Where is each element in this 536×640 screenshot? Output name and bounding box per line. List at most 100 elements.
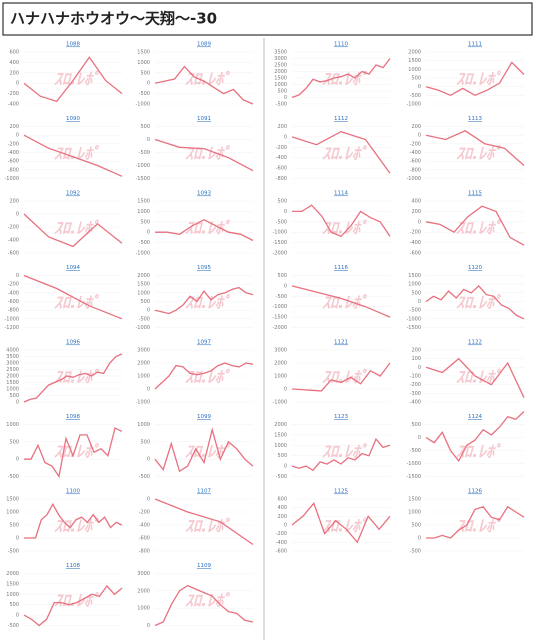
- y-tick-label: -600: [8, 299, 19, 305]
- y-tick-label: 0: [147, 230, 150, 236]
- y-tick-label: -800: [276, 176, 287, 182]
- y-tick-label: 500: [411, 422, 421, 428]
- y-tick-label: -200: [410, 382, 421, 388]
- series-line: [154, 65, 254, 105]
- series-line: [154, 427, 254, 473]
- y-tick-label: 200: [411, 209, 421, 215]
- y-tick-label: 3000: [137, 571, 150, 577]
- page-title: ハナハナホウオウ～天翔～-30: [10, 10, 217, 28]
- y-tick-label: -200: [276, 145, 287, 151]
- y-tick-label: -1000: [135, 325, 150, 331]
- y-tick-label: -1000: [135, 251, 150, 257]
- y-tick-label: 3000: [137, 348, 150, 354]
- y-tick-label: 500: [411, 290, 421, 296]
- chart-title: 1090: [66, 116, 80, 122]
- y-tick-label: 0: [147, 497, 150, 503]
- y-tick-label: 2000: [6, 374, 19, 380]
- y-tick-label: 2500: [274, 63, 287, 69]
- y-tick-label: 0: [147, 308, 150, 314]
- y-tick-label: 3500: [6, 354, 19, 360]
- y-tick-label: -400: [276, 540, 287, 546]
- y-tick-label: -600: [410, 159, 421, 165]
- y-tick-label: 1000: [137, 606, 150, 612]
- y-tick-label: 4000: [6, 348, 19, 354]
- y-tick-label: 1500: [6, 581, 19, 587]
- y-tick-label: -2000: [272, 325, 287, 331]
- y-tick-label: 0: [147, 387, 150, 393]
- y-tick-label: -600: [139, 536, 150, 542]
- y-tick-label: 1000: [137, 290, 150, 296]
- y-tick-label: 0: [284, 283, 287, 289]
- y-tick-label: 100: [411, 356, 421, 362]
- chart-title: 1111: [468, 42, 482, 48]
- chart-title: 1108: [66, 563, 80, 569]
- chart-title: 1094: [66, 265, 80, 271]
- y-tick-label: -1000: [135, 400, 150, 406]
- y-tick-label: 500: [140, 439, 150, 445]
- y-tick-label: 3000: [274, 56, 287, 62]
- y-tick-label: 2500: [6, 367, 19, 373]
- watermark: ｽﾛ.ﾚﾎﾟ: [322, 144, 368, 163]
- series-line: [23, 213, 123, 248]
- series-line: [425, 357, 525, 398]
- y-tick-label: 200: [277, 124, 287, 130]
- y-tick-label: -1000: [406, 316, 421, 322]
- y-tick-label: 1000: [6, 422, 19, 428]
- series-line: [24, 427, 123, 479]
- series-line: [291, 362, 391, 392]
- y-tick-label: 1500: [6, 380, 19, 386]
- series-line: [23, 584, 123, 627]
- y-tick-label: -2000: [272, 251, 287, 257]
- y-tick-label: -400: [410, 400, 421, 406]
- series-line: [291, 130, 391, 174]
- y-tick-label: 0: [418, 299, 421, 305]
- y-tick-label: 2000: [274, 361, 287, 367]
- series-line: [291, 285, 391, 318]
- y-tick-label: -500: [139, 91, 150, 97]
- y-tick-label: 400: [9, 60, 19, 66]
- watermark: ｽﾛ.ﾚﾎﾟ: [54, 293, 100, 312]
- y-tick-label: 1500: [6, 497, 19, 503]
- series-line: [425, 284, 525, 320]
- y-tick-label: 0: [284, 387, 287, 393]
- y-tick-label: -1500: [406, 474, 421, 480]
- y-tick-label: -500: [139, 150, 150, 156]
- y-tick-label: 0: [418, 133, 421, 139]
- y-tick-label: -800: [8, 167, 19, 173]
- watermark: ｽﾛ.ﾚﾎﾟ: [456, 368, 502, 387]
- y-tick-label: -1500: [406, 325, 421, 331]
- chart-title: 1093: [197, 191, 211, 197]
- y-tick-label: -200: [8, 282, 19, 288]
- chart-title: 1115: [468, 191, 482, 197]
- series-line: [154, 286, 254, 315]
- y-tick-label: 200: [9, 124, 19, 130]
- series-line: [425, 61, 525, 97]
- series-line: [23, 134, 123, 177]
- series-line: [24, 502, 123, 539]
- y-tick-label: 500: [277, 453, 287, 459]
- watermark: ｽﾛ.ﾚﾎﾟ: [185, 144, 231, 163]
- chart-title: 1126: [468, 489, 482, 495]
- y-tick-label: -1000: [4, 316, 19, 322]
- series-line: [23, 353, 123, 403]
- y-tick-label: 0: [418, 84, 421, 90]
- y-tick-label: 0: [284, 464, 287, 470]
- y-tick-label: 500: [277, 273, 287, 279]
- y-tick-label: 0: [284, 95, 287, 101]
- y-tick-label: -500: [276, 294, 287, 300]
- y-tick-label: 3000: [6, 361, 19, 367]
- y-tick-label: 200: [277, 514, 287, 520]
- y-tick-label: 0: [16, 613, 19, 619]
- y-tick-label: 1000: [137, 209, 150, 215]
- y-tick-label: 500: [140, 124, 150, 130]
- watermark: ｽﾛ.ﾚﾎﾟ: [456, 517, 502, 536]
- y-tick-label: 1000: [408, 282, 421, 288]
- watermark: ｽﾛ.ﾚﾎﾟ: [456, 144, 502, 163]
- watermark: ｽﾛ.ﾚﾎﾟ: [322, 442, 368, 461]
- y-tick-label: -400: [276, 155, 287, 161]
- y-tick-label: 1500: [274, 432, 287, 438]
- y-tick-label: -500: [410, 448, 421, 454]
- y-tick-label: 500: [140, 299, 150, 305]
- series-line: [154, 498, 254, 546]
- chart-title: 1116: [334, 265, 348, 271]
